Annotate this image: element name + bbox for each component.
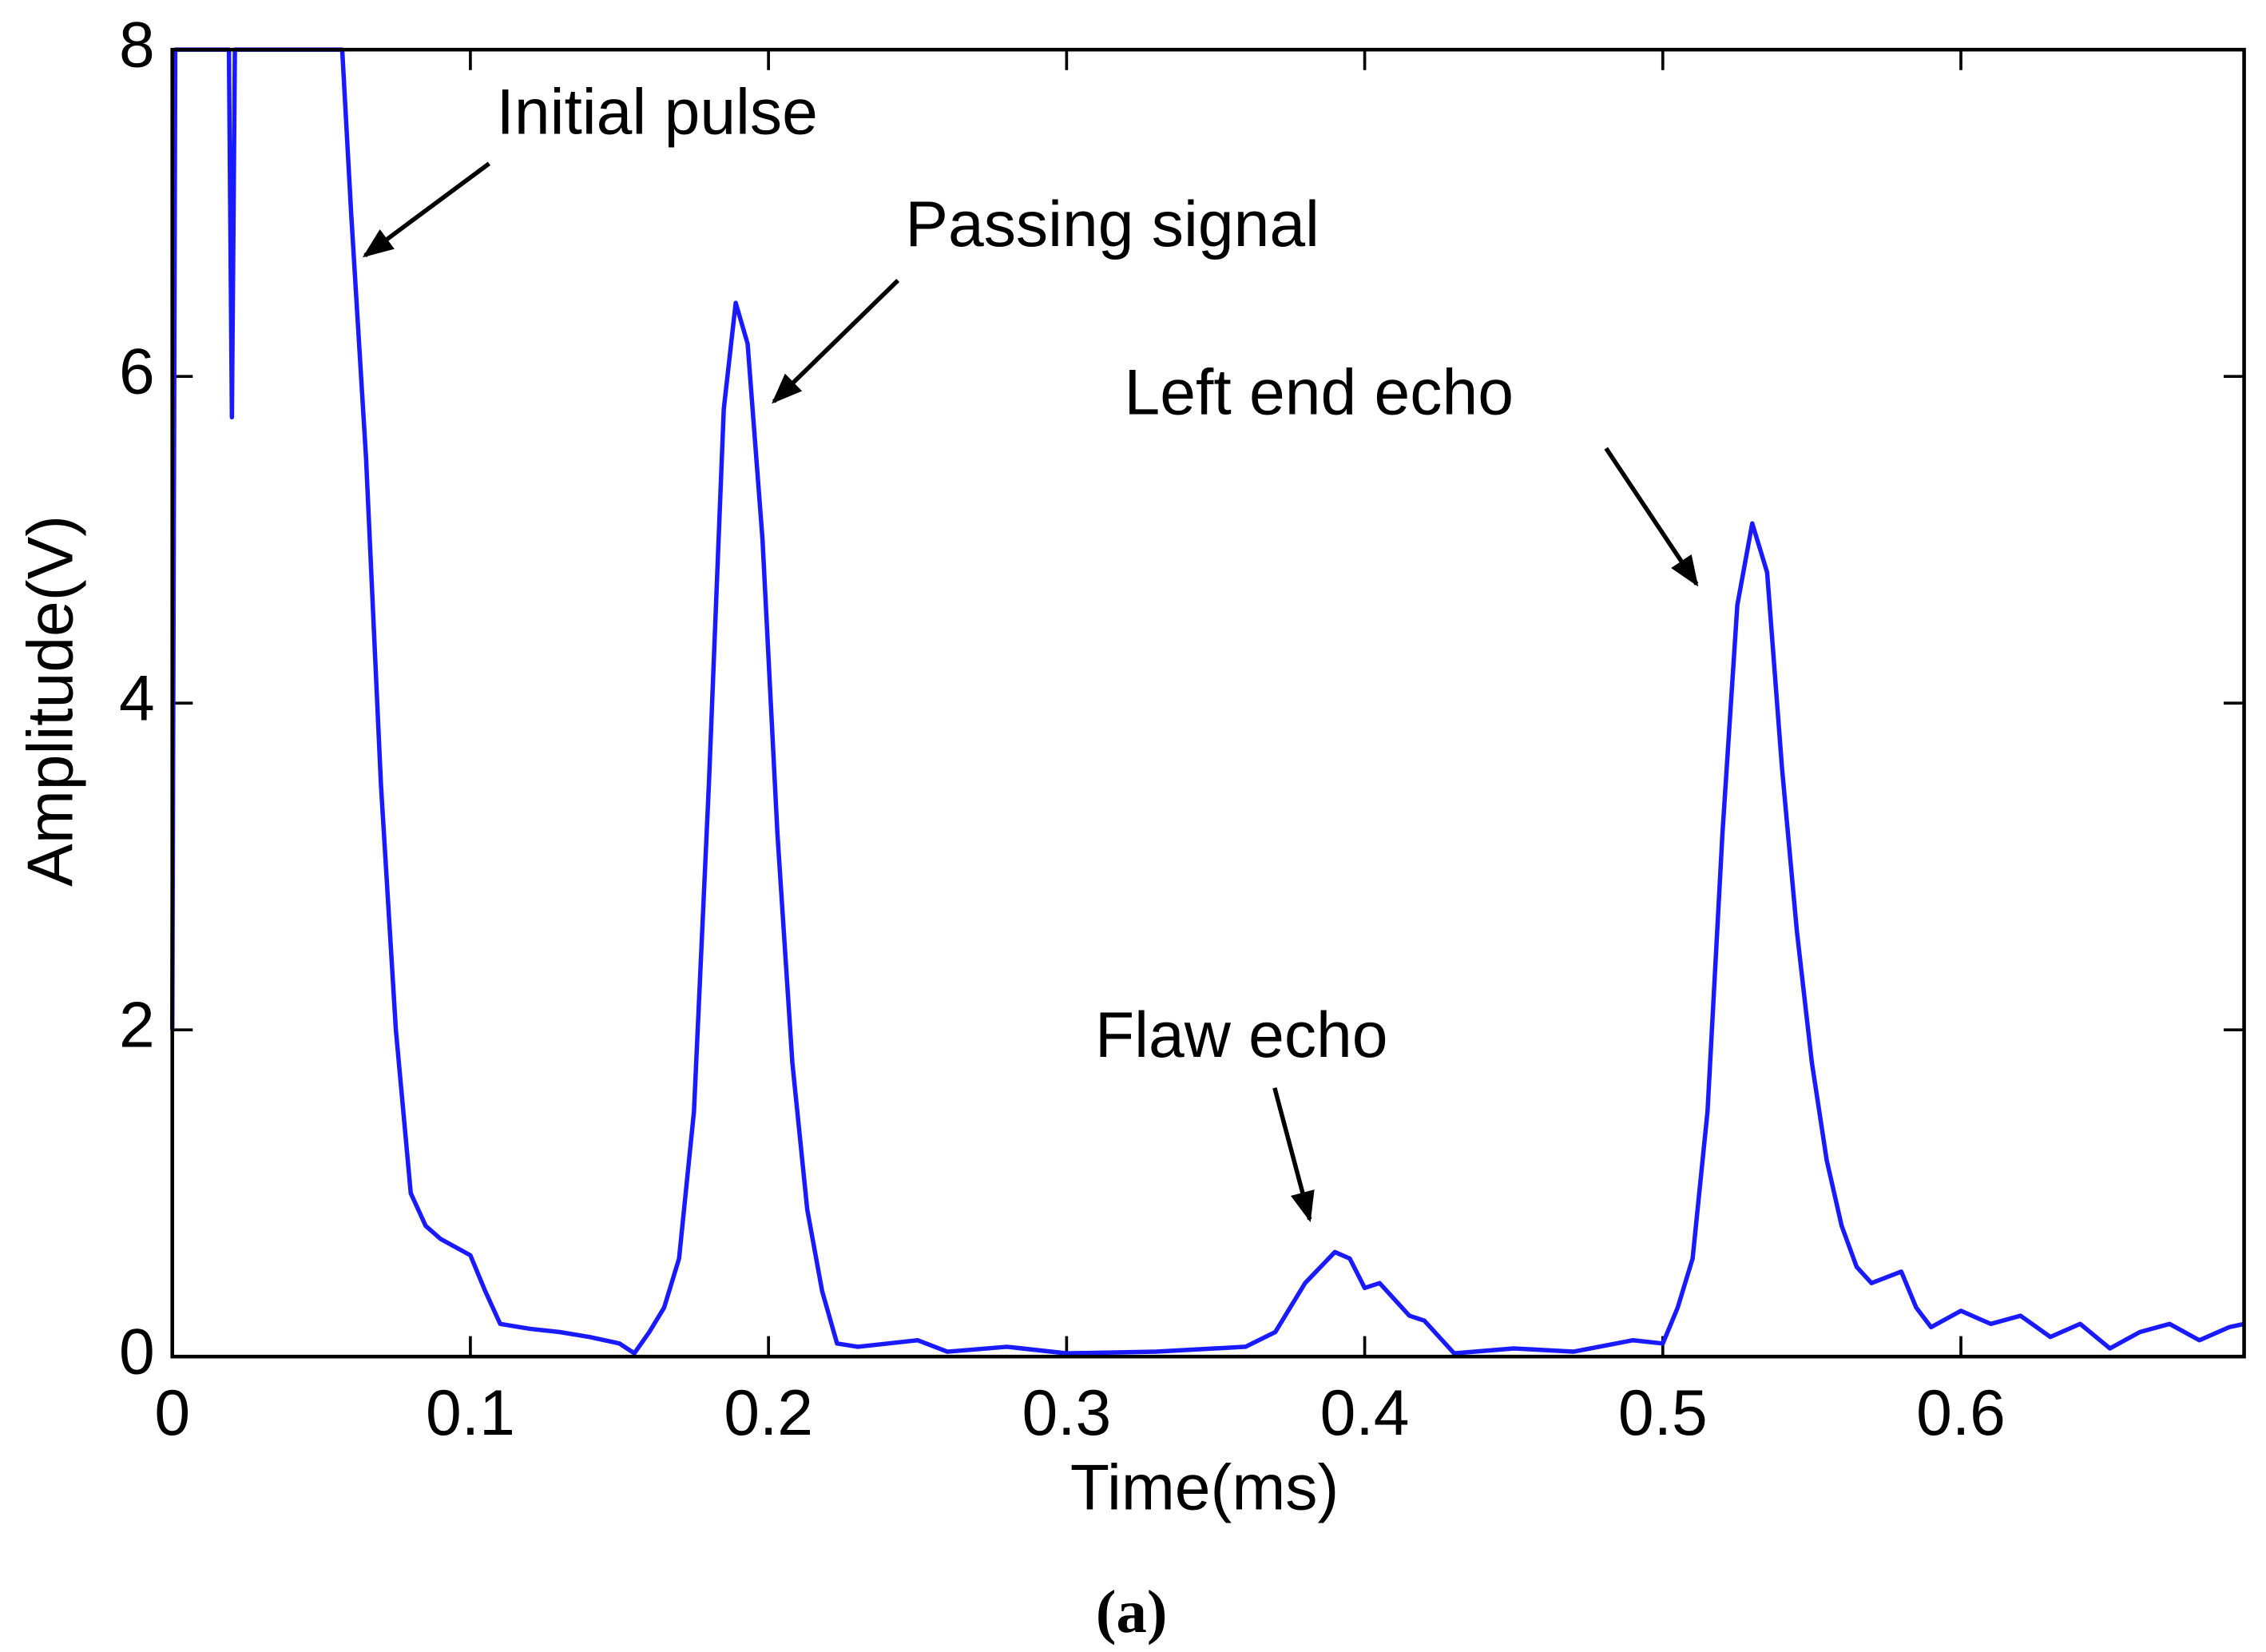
y-tick-label: 8 [119, 9, 155, 81]
annotation-arrow [772, 279, 900, 404]
x-tick-label: 0.2 [724, 1377, 813, 1449]
signal-line [169, 47, 2245, 1356]
y-tick-label: 0 [119, 1316, 155, 1388]
x-tick-label: 0.6 [1916, 1377, 2006, 1449]
x-tick-label: 0.1 [426, 1377, 515, 1449]
y-axis-label: Amplitude(V) [15, 515, 87, 887]
annotation-arrow [1272, 1087, 1315, 1223]
annotation: Left end echo [1125, 356, 1514, 428]
annotation: Passing signal [905, 189, 1320, 260]
x-tick-label: 0.5 [1618, 1377, 1708, 1449]
x-axis-label: Time(ms) [1070, 1451, 1339, 1523]
x-tick-label: 0.3 [1022, 1377, 1111, 1449]
annotation-arrow [362, 161, 491, 258]
annotation: Flaw echo [1095, 999, 1388, 1071]
x-tick-label: 0.4 [1320, 1377, 1410, 1449]
plot-frame [170, 47, 2246, 1359]
annotation: Initial pulse [497, 76, 818, 148]
x-tick-label: 0 [154, 1377, 190, 1449]
y-tick-label: 2 [119, 989, 155, 1061]
y-tick-label: 6 [119, 336, 155, 407]
caption: (a) [1096, 1578, 1168, 1646]
y-tick-label: 4 [119, 662, 155, 734]
annotation-arrow [1604, 447, 1699, 587]
